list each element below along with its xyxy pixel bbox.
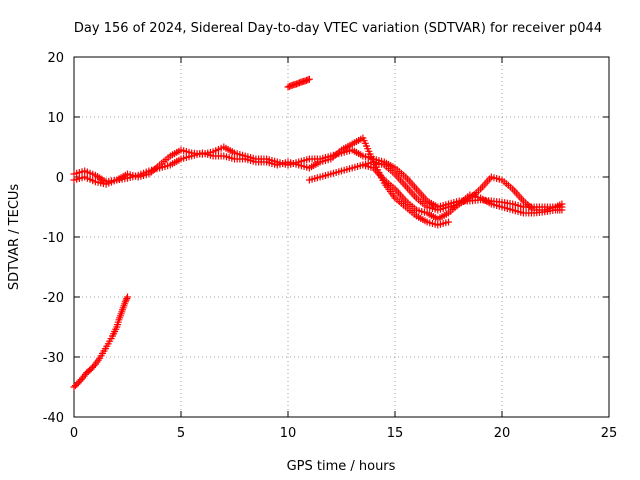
tick-layer: 0 5 10 15 20 25 -40 -30 -20 -10 0 10 20 [43, 51, 618, 441]
x-tick-label: 20 [494, 426, 511, 441]
y-tick-label: 20 [47, 51, 64, 66]
x-tick-label: 5 [177, 426, 185, 441]
data-point [445, 218, 452, 226]
x-tick-label: 0 [70, 426, 78, 441]
data-point [121, 298, 129, 306]
series-band-b [70, 134, 452, 229]
data-point [122, 296, 130, 304]
x-tick-label: 10 [280, 426, 297, 441]
series-isolated-high [284, 75, 313, 91]
data-point [305, 75, 313, 83]
series-band-d [359, 161, 566, 223]
y-tick-label: 0 [56, 171, 64, 186]
y-tick-label: 10 [47, 111, 64, 126]
y-tick-label: -20 [43, 291, 64, 306]
x-tick-label: 25 [601, 426, 618, 441]
grid-layer [74, 57, 609, 417]
data-point [558, 206, 566, 214]
data-point [90, 362, 98, 370]
x-axis-label: GPS time / hours [287, 459, 396, 474]
series-early-descent [70, 293, 131, 391]
data-point [558, 200, 566, 208]
y-tick-label: -30 [43, 351, 64, 366]
y-tick-label: -10 [43, 231, 64, 246]
data-point [123, 295, 131, 303]
chart-title: Day 156 of 2024, Sidereal Day-to-day VTE… [74, 21, 602, 36]
y-tick-label: -40 [43, 411, 64, 426]
data-point [304, 76, 312, 84]
x-tick-label: 15 [387, 426, 404, 441]
data-point [124, 293, 131, 301]
data-points [70, 75, 566, 391]
y-axis-label: SDTVAR / TECUs [7, 184, 22, 291]
